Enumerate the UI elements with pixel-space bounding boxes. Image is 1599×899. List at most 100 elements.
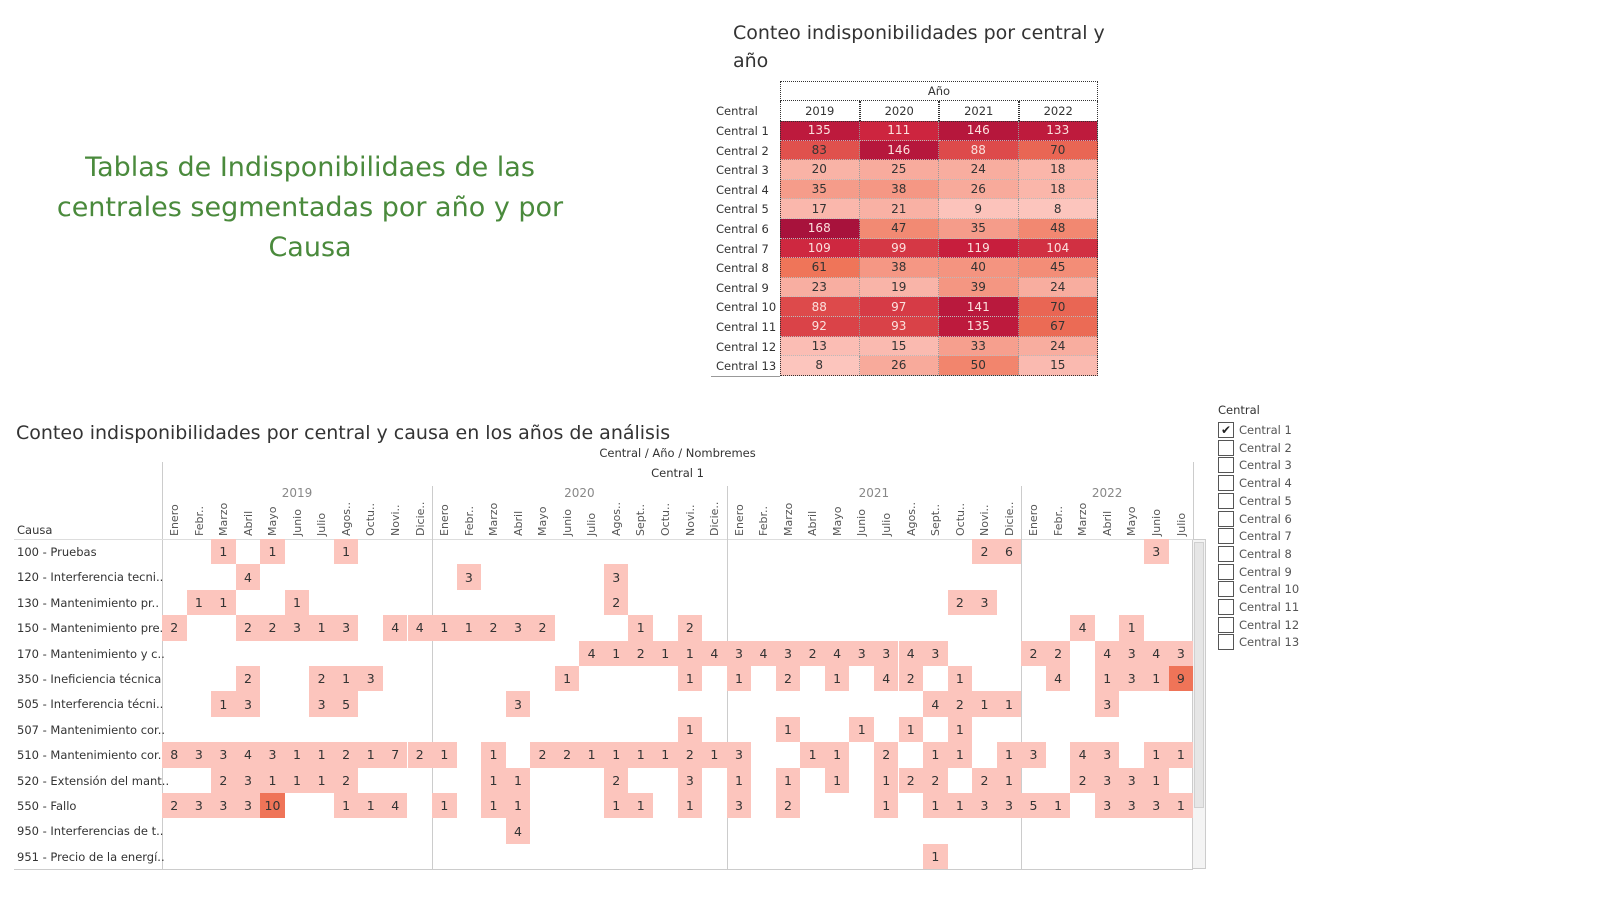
heatmap-cell: 70 (1018, 297, 1098, 317)
filter-option-label: Central 12 (1239, 617, 1300, 632)
month-label: Sept.. (929, 503, 943, 536)
heatmap-cell: 1 (775, 716, 801, 743)
month-label: Mayo (830, 506, 844, 536)
filter-option[interactable]: Central 6 (1218, 510, 1292, 528)
heatmap-cell: 119 (939, 238, 1019, 259)
heatmap-cell: 2 (235, 615, 261, 641)
heatmap-cell: 1 (432, 615, 457, 641)
heatmap-cell: 2 (333, 742, 359, 768)
filter-option[interactable]: Central 5 (1218, 492, 1292, 510)
heatmap-cell: 1 (260, 539, 285, 565)
cause-row-label: 100 - Pruebas (17, 545, 97, 559)
month-label: Novi.. (978, 504, 992, 536)
filter-option[interactable]: ✔ Central 1 (1218, 421, 1292, 439)
checkbox-icon[interactable] (1218, 634, 1234, 651)
heatmap-cell: 1 (603, 793, 629, 819)
heatmap-cell: 2 (211, 767, 236, 793)
heatmap-cell: 3 (996, 793, 1022, 819)
heatmap-cell: 1 (432, 793, 457, 819)
heatmap-cell: 1 (923, 793, 948, 819)
heatmap-cell: 10 (260, 793, 285, 819)
heatmap-cell: 1 (873, 767, 899, 793)
heatmap-cell: 168 (780, 219, 860, 239)
heatmap-cell: 4 (235, 564, 261, 590)
filter-option[interactable]: Central 7 (1218, 527, 1292, 545)
heatmap-cell: 2 (530, 615, 555, 641)
filter-option-label: Central 13 (1239, 635, 1300, 650)
heatmap-cell: 8 (162, 742, 187, 768)
filter-option[interactable]: Central 8 (1218, 545, 1292, 563)
checkbox-icon[interactable] (1218, 457, 1234, 474)
month-label: Enero (1027, 504, 1041, 536)
filter-option[interactable]: Central 13 (1218, 633, 1299, 651)
month-label: Enero (438, 504, 452, 536)
month-label: Julio (1174, 512, 1188, 536)
checkbox-icon[interactable] (1218, 492, 1234, 509)
heatmap-cell: 4 (1144, 640, 1169, 666)
cause-row-label: 951 - Precio de la energí.. (17, 849, 165, 864)
month-label: Abril (241, 510, 255, 536)
central-row-label: Central 12 (716, 339, 777, 354)
heatmap-cell: 1 (284, 589, 310, 616)
checkbox-icon[interactable] (1218, 599, 1234, 615)
heatmap-cell: 1 (333, 666, 359, 692)
filter-option[interactable]: Central 10 (1218, 580, 1299, 598)
year-column-label: 2020 (859, 101, 939, 121)
central-row-label: Central 7 (716, 241, 769, 256)
heatmap-cell: 70 (1018, 140, 1098, 161)
checkbox-icon[interactable] (1218, 528, 1234, 545)
heatmap-cell: 88 (939, 140, 1019, 161)
cause-row-label: 130 - Mantenimiento pr.. (17, 595, 159, 610)
checkbox-icon[interactable] (1218, 475, 1234, 492)
heatmap-cell: 23 (780, 277, 860, 298)
heatmap-cell: 4 (1070, 742, 1095, 768)
filter-option[interactable]: Central 3 (1218, 456, 1292, 474)
heatmap-cell: 17 (780, 199, 860, 219)
month-label: Febr.. (1051, 506, 1065, 536)
filter-option[interactable]: Central 9 (1218, 563, 1292, 581)
checkbox-icon[interactable] (1218, 581, 1234, 598)
cause-row-label: 520 - Extensión del mant.. (17, 773, 170, 788)
vertical-scrollbar[interactable] (1192, 539, 1206, 869)
heatmap-cell: 24 (939, 160, 1019, 180)
filter-option-label: Central 5 (1239, 493, 1292, 508)
month-label: Mayo (266, 506, 280, 536)
month-label: Junio (855, 509, 869, 536)
filter-option[interactable]: Central 2 (1218, 439, 1292, 457)
filter-option[interactable]: Central 4 (1218, 474, 1292, 492)
month-label: Novi.. (388, 504, 402, 536)
filter-option-label: Central 4 (1239, 476, 1292, 491)
checkbox-checked-icon[interactable]: ✔ (1218, 422, 1234, 438)
central-row-label: Central 2 (716, 143, 769, 158)
checkbox-icon[interactable] (1218, 563, 1234, 580)
heatmap-cell: 4 (382, 615, 408, 641)
filter-option[interactable]: Central 12 (1218, 616, 1299, 634)
month-label: Mayo (536, 506, 550, 536)
heatmap-cell: 1 (1144, 742, 1169, 768)
filter-option[interactable]: Central 11 (1218, 598, 1299, 616)
cause-row-label: 120 - Interferencia tecni.. (17, 570, 164, 585)
heatmap-cell: 1 (849, 716, 874, 743)
heatmap-cell: 1 (481, 767, 506, 793)
heatmap-cell: 3 (849, 640, 874, 666)
column-path-header: Central / Año / Nombremes (599, 446, 756, 460)
month-label: Abril (806, 510, 820, 536)
heatmap-cell: 2 (898, 767, 924, 793)
heatmap-cell: 2 (947, 691, 973, 717)
checkbox-icon[interactable] (1218, 439, 1234, 456)
heatmap-cell: 4 (824, 640, 850, 666)
filter-option-label: Central 7 (1239, 529, 1292, 544)
heatmap-cell: 47 (859, 219, 939, 239)
checkbox-icon[interactable] (1218, 616, 1234, 633)
heatmap-cell: 2 (603, 767, 629, 793)
heatmap-cell: 1 (677, 666, 703, 692)
scrollbar-thumb[interactable] (1194, 542, 1204, 808)
year-column-label: 2021 (939, 101, 1019, 121)
checkbox-icon[interactable] (1218, 545, 1234, 562)
heatmap-cell: 1 (1094, 666, 1120, 692)
heatmap-cell: 3 (211, 742, 236, 768)
heatmap-cell: 4 (235, 742, 261, 768)
heatmap-cell: 1 (824, 742, 850, 768)
checkbox-icon[interactable] (1218, 510, 1234, 527)
central-row-label: Central 13 (716, 359, 777, 374)
